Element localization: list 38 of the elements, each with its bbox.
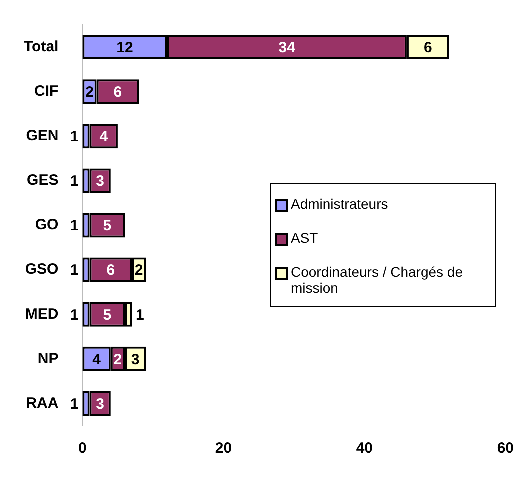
- y-tick-label: GSO: [25, 261, 60, 278]
- y-tick-label: NP: [38, 350, 59, 368]
- x-tick-label: 0: [78, 440, 87, 458]
- legend-label: Administrateurs: [291, 196, 388, 212]
- data-label: 5: [103, 218, 112, 235]
- data-label: 4: [100, 128, 109, 146]
- data-label: 1: [70, 128, 79, 146]
- y-tick-label: GES: [27, 172, 59, 190]
- legend-label: Coordinateurs / Chargés de mission: [291, 264, 464, 296]
- data-label: 1: [70, 218, 79, 235]
- data-label: 3: [96, 396, 105, 413]
- data-label: 2: [86, 84, 94, 101]
- y-tick-label: CIF: [34, 82, 59, 100]
- data-label: 2: [134, 262, 144, 280]
- data-label: 2: [114, 351, 122, 368]
- y-tick-label: MED: [25, 306, 59, 323]
- data-label: 1: [70, 306, 79, 324]
- x-tick-label: 60: [497, 440, 514, 458]
- data-label: 4: [92, 351, 102, 368]
- data-label: 1: [70, 396, 79, 413]
- data-label: 1: [136, 306, 144, 324]
- data-label: 1: [70, 173, 79, 190]
- data-label: 6: [106, 262, 116, 280]
- data-label: 3: [96, 173, 105, 190]
- data-label: 1: [70, 262, 79, 280]
- data-label: 6: [424, 39, 432, 56]
- data-label: 6: [114, 84, 122, 101]
- x-tick-label: 40: [356, 440, 374, 458]
- x-tick-label: 20: [215, 440, 232, 458]
- data-label: 34: [278, 39, 296, 56]
- data-label: 5: [103, 306, 112, 324]
- y-tick-label: RAA: [26, 394, 59, 412]
- y-tick-label: Total: [24, 38, 59, 56]
- y-tick-label: GO: [35, 216, 60, 234]
- data-label: 3: [131, 351, 140, 368]
- y-tick-label: GEN: [26, 128, 59, 145]
- data-label: 12: [116, 39, 134, 56]
- legend-label: AST: [291, 230, 318, 246]
